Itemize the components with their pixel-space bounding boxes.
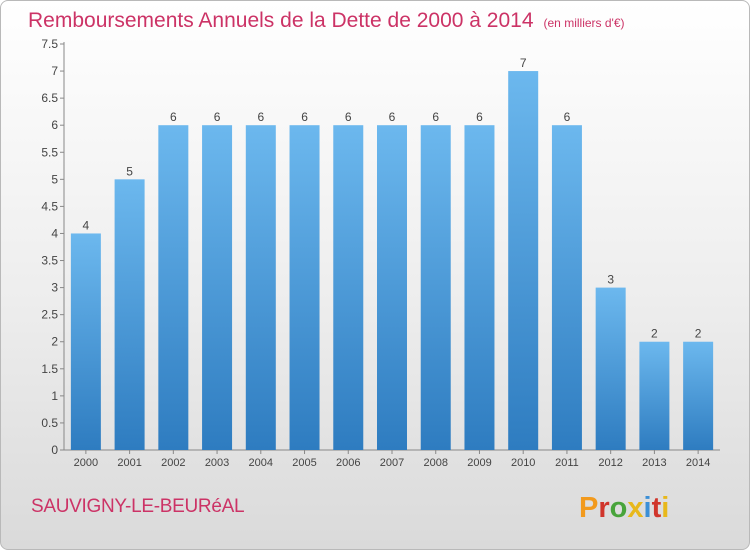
bar-2009 bbox=[464, 125, 495, 450]
x-tick-label: 2008 bbox=[423, 457, 447, 469]
bar-2008 bbox=[420, 125, 451, 450]
chart-unit: (en milliers d'€) bbox=[543, 16, 625, 30]
data-label: 6 bbox=[345, 110, 352, 124]
data-label: 6 bbox=[170, 110, 177, 124]
bar-2005 bbox=[289, 125, 320, 450]
data-label: 2 bbox=[695, 327, 702, 341]
x-tick-label: 2012 bbox=[598, 457, 622, 469]
x-tick-label: 2004 bbox=[249, 457, 273, 469]
bar-2007 bbox=[377, 125, 407, 450]
data-label: 2 bbox=[651, 327, 658, 341]
data-label: 6 bbox=[432, 110, 439, 124]
x-tick-label: 2009 bbox=[467, 457, 491, 469]
y-tick-label: 4 bbox=[51, 226, 58, 240]
data-label: 5 bbox=[126, 164, 133, 178]
logo-letter: o bbox=[610, 492, 628, 524]
data-label: 6 bbox=[214, 110, 221, 124]
y-tick-label: 6.5 bbox=[41, 91, 58, 105]
data-label: 6 bbox=[389, 110, 396, 124]
y-tick-label: 7.5 bbox=[41, 37, 58, 51]
bar-2000 bbox=[70, 233, 101, 450]
y-tick-label: 6 bbox=[51, 118, 58, 132]
y-tick-label: 3 bbox=[51, 281, 58, 295]
y-tick-label: 4.5 bbox=[41, 199, 58, 213]
y-tick-label: 2.5 bbox=[41, 308, 58, 322]
bar-2002 bbox=[158, 125, 189, 450]
proxiti-logo: Proxiti bbox=[579, 492, 669, 524]
logo-letter: P bbox=[579, 492, 598, 524]
logo-letter: i bbox=[661, 492, 669, 524]
y-tick-label: 0 bbox=[51, 443, 58, 457]
bar-2006 bbox=[333, 125, 364, 450]
logo-letter: i bbox=[644, 492, 652, 524]
commune-name: SAUVIGNY-LE-BEURéAL bbox=[31, 496, 245, 517]
chart-title: Remboursements Annuels de la Dette de 20… bbox=[28, 9, 534, 32]
x-tick-label: 2001 bbox=[117, 457, 141, 469]
y-tick-label: 0.5 bbox=[41, 416, 58, 430]
x-tick-label: 2014 bbox=[686, 457, 710, 469]
y-tick-label: 7 bbox=[51, 64, 58, 78]
y-tick-label: 5.5 bbox=[41, 145, 58, 159]
x-tick-label: 2010 bbox=[511, 457, 535, 469]
data-label: 6 bbox=[257, 110, 264, 124]
data-label: 6 bbox=[476, 110, 483, 124]
y-tick-label: 1 bbox=[51, 389, 58, 403]
data-label: 3 bbox=[607, 273, 614, 287]
x-tick-label: 2000 bbox=[74, 457, 98, 469]
bar-2001 bbox=[114, 179, 145, 451]
x-tick-label: 2011 bbox=[555, 457, 579, 469]
y-tick-label: 2 bbox=[51, 335, 58, 349]
bar-2012 bbox=[595, 287, 626, 450]
bar-2003 bbox=[202, 125, 233, 450]
logo-letter: r bbox=[598, 492, 609, 524]
logo-letter: x bbox=[627, 492, 643, 524]
y-tick-label: 5 bbox=[51, 172, 58, 186]
y-tick-label: 1.5 bbox=[41, 362, 58, 376]
data-label: 4 bbox=[83, 218, 90, 232]
bar-2014 bbox=[683, 341, 714, 450]
logo-letter: t bbox=[652, 492, 662, 524]
x-tick-label: 2005 bbox=[292, 457, 316, 469]
bars bbox=[70, 71, 714, 451]
axes: 0 0.5 1 1.5 2 2.5 3 3.5 4 4.5 5 5.5 6 6.5 7 7.5 2000 2001… bbox=[41, 37, 720, 469]
data-label: 6 bbox=[564, 110, 571, 124]
data-labels: 4 5 6 6 6 6 6 6 6 6 7 6 3 2 2 bbox=[83, 56, 702, 341]
bar-2004 bbox=[245, 125, 276, 450]
x-tick-label: 2002 bbox=[161, 457, 185, 469]
x-tick-label: 2003 bbox=[205, 457, 229, 469]
bar-2011 bbox=[551, 125, 582, 450]
chart-title-line: Remboursements Annuels de la Dette de 20… bbox=[28, 9, 625, 33]
y-tick-label: 3.5 bbox=[41, 254, 58, 268]
x-tick-label: 2006 bbox=[336, 457, 360, 469]
proxiti-logo-text: Proxiti bbox=[579, 492, 669, 524]
data-label: 7 bbox=[520, 56, 527, 70]
x-tick-label: 2007 bbox=[380, 457, 404, 469]
bar-2013 bbox=[639, 341, 670, 450]
bar-2010 bbox=[508, 71, 539, 451]
data-label: 6 bbox=[301, 110, 308, 124]
x-tick-label: 2013 bbox=[642, 457, 666, 469]
